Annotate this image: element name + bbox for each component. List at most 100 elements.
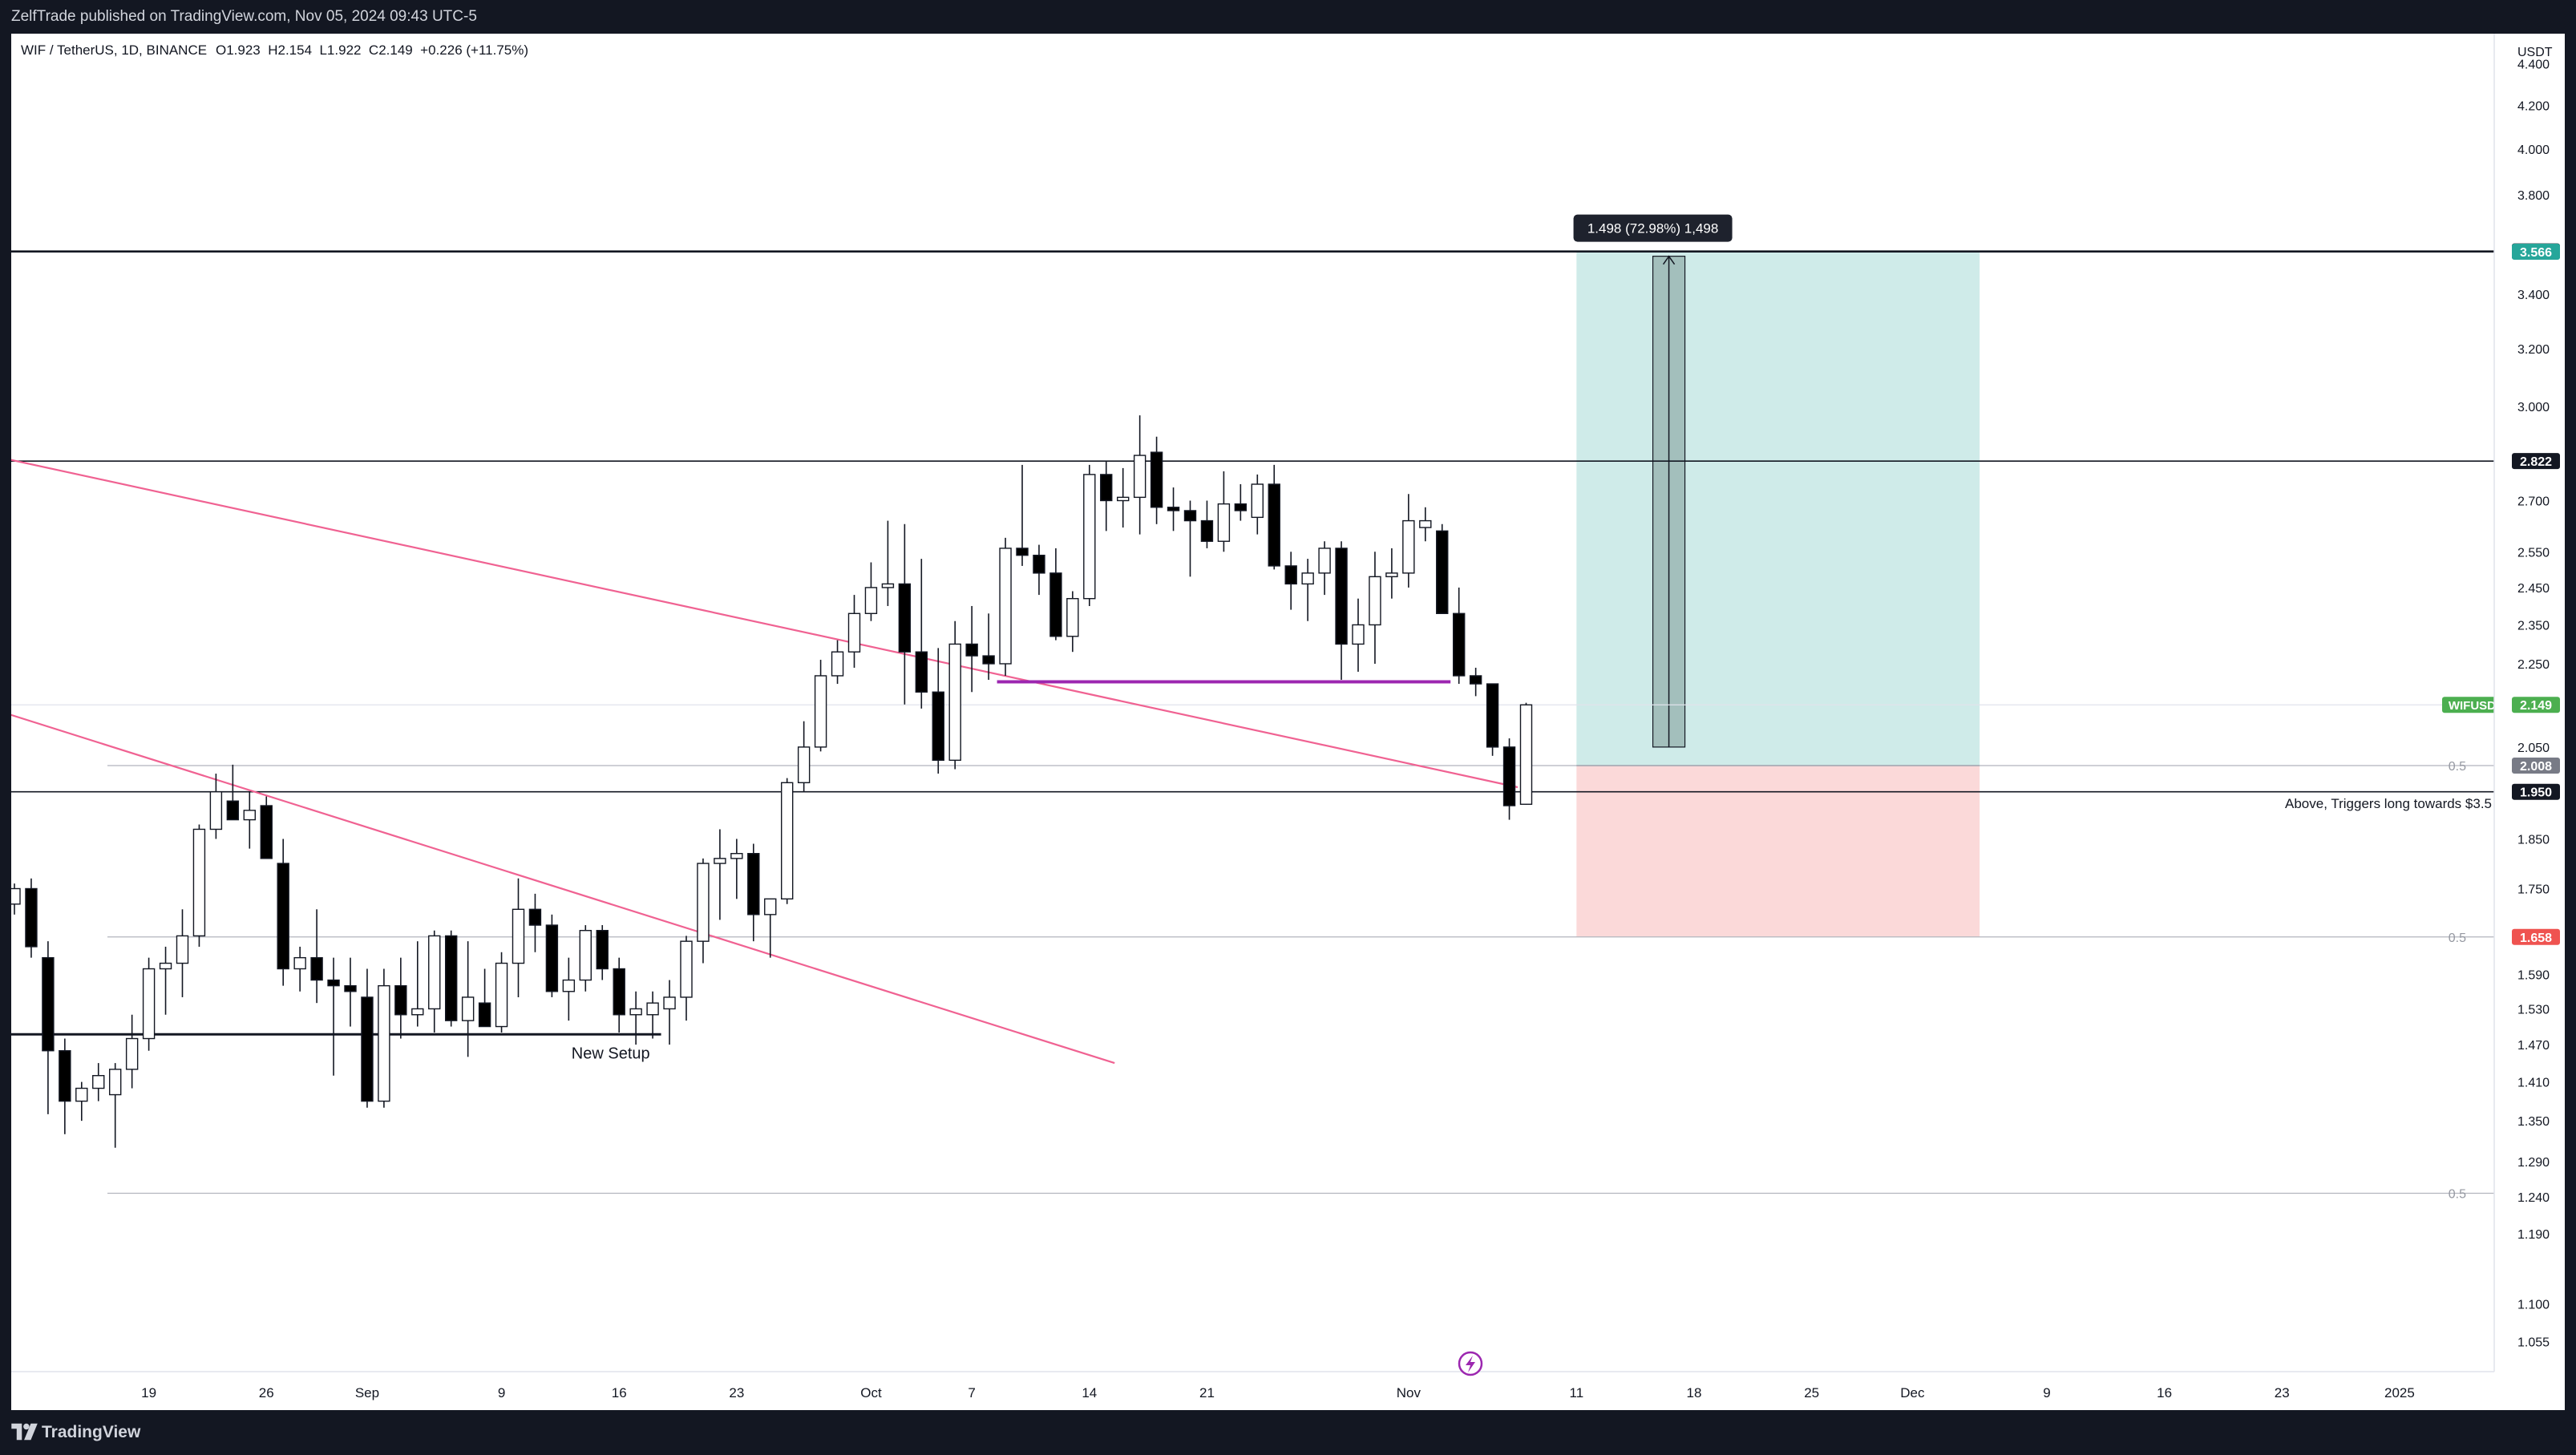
candle[interactable] (545, 914, 559, 997)
candle[interactable] (932, 648, 944, 774)
candle[interactable] (125, 1014, 139, 1089)
candle[interactable] (1150, 436, 1163, 524)
candle[interactable] (1335, 541, 1348, 681)
candle[interactable] (697, 858, 710, 964)
candle[interactable] (1183, 500, 1197, 577)
candle[interactable] (1436, 523, 1449, 614)
candle[interactable] (1049, 548, 1062, 641)
candle[interactable] (714, 829, 726, 920)
candle[interactable] (1519, 702, 1533, 805)
candle[interactable] (209, 774, 223, 839)
candle[interactable] (1234, 484, 1248, 521)
candle[interactable] (277, 839, 289, 986)
candle[interactable] (512, 878, 525, 997)
candle[interactable] (1116, 467, 1130, 528)
candle[interactable] (898, 523, 912, 705)
lightning-event-icon[interactable] (1458, 1351, 1483, 1376)
candle[interactable] (310, 909, 323, 1004)
candle[interactable] (226, 764, 240, 821)
price-axis[interactable] (2494, 34, 2565, 1410)
candle[interactable] (75, 1081, 88, 1122)
candle[interactable] (1133, 415, 1146, 535)
candle[interactable] (562, 957, 576, 1021)
candle[interactable] (378, 968, 390, 1108)
candle[interactable] (176, 909, 189, 997)
candle[interactable] (1016, 464, 1029, 566)
candle[interactable] (1268, 464, 1280, 570)
candle[interactable] (847, 595, 861, 668)
candle[interactable] (1301, 559, 1314, 621)
candle[interactable] (59, 1038, 71, 1134)
candle[interactable] (797, 721, 811, 792)
candle[interactable] (965, 605, 978, 693)
candle[interactable] (260, 796, 273, 859)
candle[interactable] (1352, 598, 1365, 672)
profit-zone[interactable] (1576, 251, 1980, 766)
candle[interactable] (461, 941, 475, 1057)
candle[interactable] (1167, 487, 1180, 531)
candle[interactable] (159, 946, 172, 1015)
trendline[interactable] (11, 457, 1519, 789)
candle[interactable] (864, 562, 878, 621)
candle[interactable] (1033, 544, 1045, 596)
chart-frame[interactable]: 0.5 0.5 0.5 1.498 (72.98%) 1,498 New Setup A… (11, 34, 2565, 1410)
candle[interactable] (747, 843, 760, 942)
candle[interactable] (999, 537, 1012, 676)
candle[interactable] (394, 957, 407, 1039)
price-chart[interactable]: 0.5 0.5 0.5 1.498 (72.98%) 1,498 New Setup A… (11, 34, 2565, 1410)
candle[interactable] (42, 941, 55, 1114)
candle[interactable] (142, 957, 156, 1051)
candle[interactable] (629, 991, 642, 1045)
candle[interactable] (1502, 738, 1516, 820)
candle[interactable] (445, 930, 458, 1027)
candle[interactable] (243, 791, 256, 849)
candle[interactable] (1251, 474, 1264, 535)
candle[interactable] (1402, 494, 1415, 588)
candle[interactable] (478, 968, 491, 1028)
candle[interactable] (11, 883, 21, 915)
candle[interactable] (108, 1063, 122, 1148)
candle[interactable] (192, 824, 206, 947)
candle[interactable] (781, 778, 794, 904)
candle[interactable] (646, 991, 659, 1039)
candle[interactable] (528, 893, 542, 952)
candle[interactable] (361, 968, 374, 1108)
candle[interactable] (579, 925, 592, 992)
time-axis[interactable] (11, 1372, 2565, 1410)
candle[interactable] (881, 520, 895, 606)
candle[interactable] (1318, 541, 1331, 596)
candle[interactable] (1385, 548, 1398, 599)
candle[interactable] (428, 930, 441, 1033)
candle[interactable] (1486, 683, 1499, 756)
candle[interactable] (831, 640, 844, 685)
candle[interactable] (663, 980, 676, 1045)
candle[interactable] (1469, 667, 1482, 697)
candle[interactable] (1200, 500, 1214, 548)
candle[interactable] (327, 957, 340, 1076)
trendline[interactable] (11, 711, 1115, 1065)
candle[interactable] (293, 946, 306, 992)
candle[interactable] (613, 957, 625, 1033)
candle[interactable] (1369, 552, 1381, 664)
candle[interactable] (982, 613, 995, 681)
candle[interactable] (411, 941, 424, 1027)
candle[interactable] (344, 957, 357, 1027)
candle[interactable] (1083, 464, 1096, 606)
candle[interactable] (948, 620, 961, 770)
candle[interactable] (1217, 471, 1231, 552)
candle[interactable] (1100, 461, 1113, 531)
candle[interactable] (1419, 507, 1432, 542)
candle[interactable] (814, 660, 827, 752)
candle[interactable] (764, 898, 777, 958)
candle[interactable] (596, 925, 609, 980)
candle[interactable] (1284, 552, 1297, 610)
candle[interactable] (680, 936, 693, 1021)
loss-zone[interactable] (1576, 765, 1980, 937)
candle[interactable] (1066, 591, 1079, 653)
candle[interactable] (1452, 587, 1466, 685)
candle[interactable] (92, 1063, 105, 1101)
candle[interactable] (915, 559, 928, 709)
candle[interactable] (25, 878, 38, 958)
candle[interactable] (730, 839, 743, 899)
candle[interactable] (495, 952, 508, 1033)
